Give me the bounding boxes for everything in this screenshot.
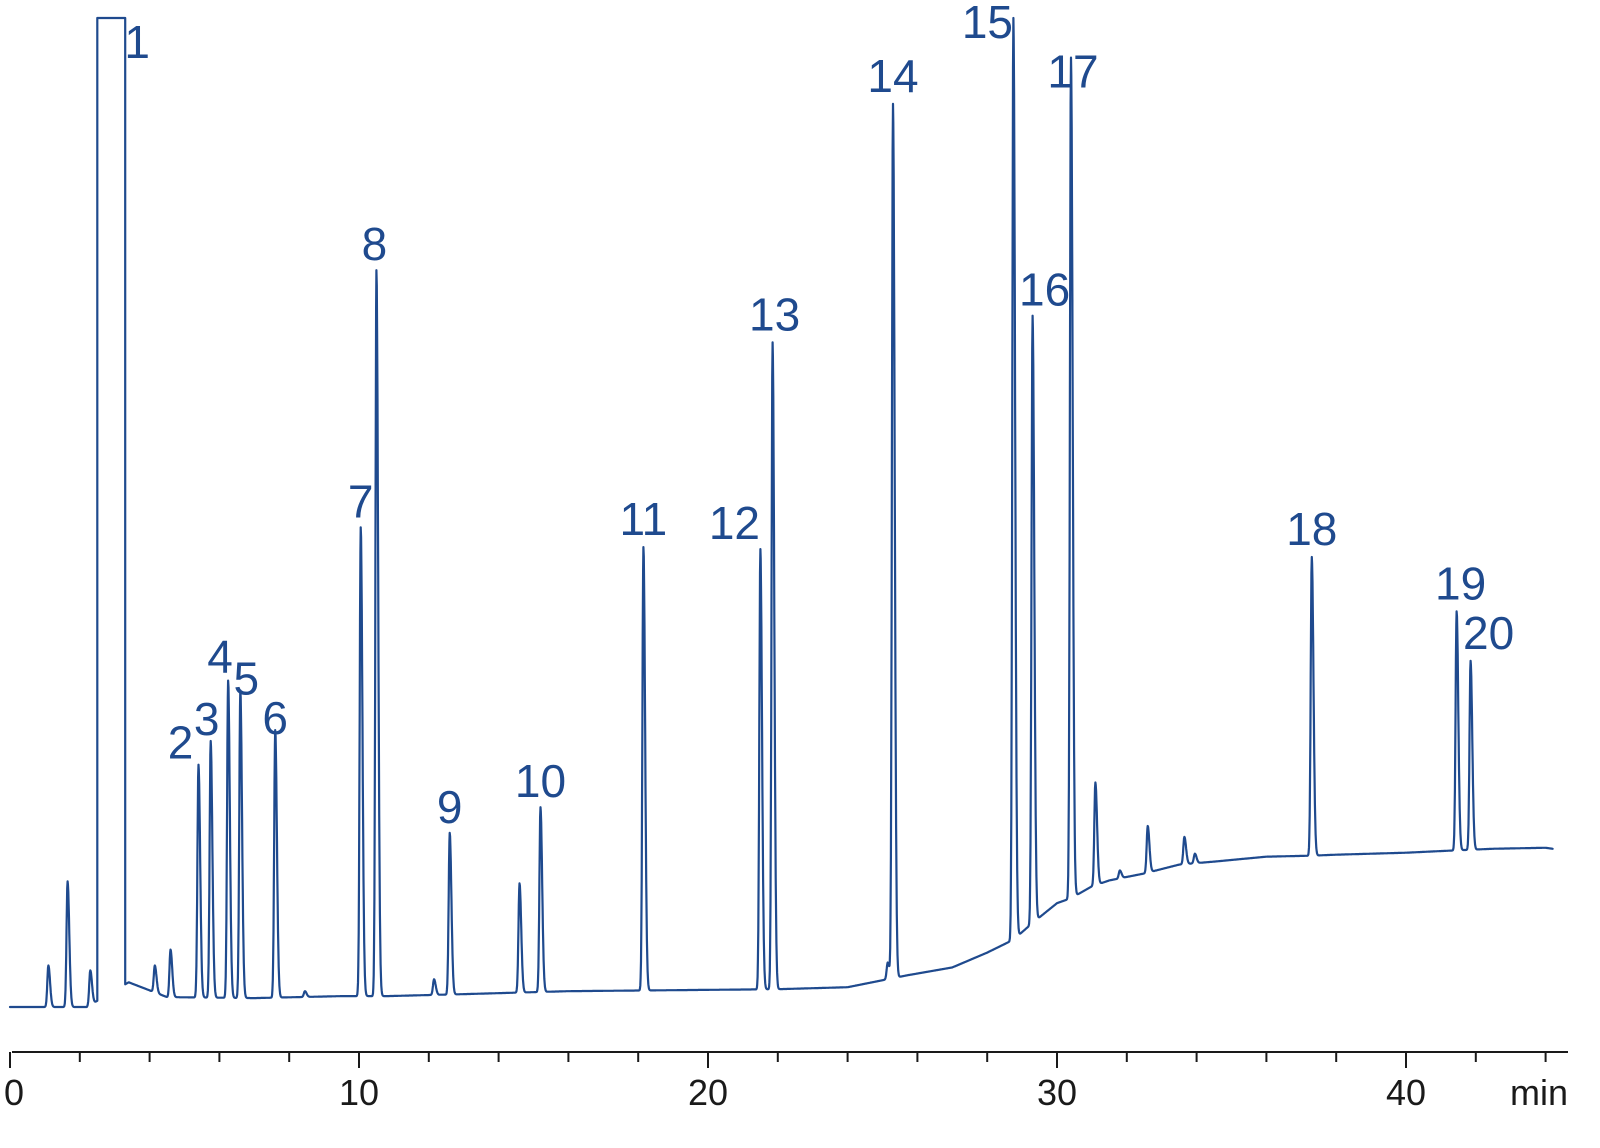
x-axis: 0 10 20 30 40 min: [4, 1051, 1568, 1113]
x-tick-label-0: 0: [4, 1072, 24, 1113]
peak-label-6: 6: [262, 692, 288, 744]
x-tick-label-20: 20: [688, 1072, 728, 1113]
peak-label-18: 18: [1286, 503, 1337, 555]
peak-label-4: 4: [207, 631, 233, 683]
peak-label-12: 12: [709, 497, 760, 549]
peak-label-8: 8: [362, 218, 388, 270]
peak-label-10: 10: [515, 755, 566, 807]
peak-label-1: 1: [124, 16, 150, 68]
peak-label-16: 16: [1019, 264, 1070, 316]
peak-label-2: 2: [168, 717, 194, 769]
x-tick-label-10: 10: [339, 1072, 379, 1113]
x-axis-ticks: 0 10 20 30 40: [4, 1052, 1547, 1113]
chromatogram-trace: [8, 16, 1554, 1009]
x-axis-unit-label: min: [1510, 1072, 1568, 1113]
x-tick-label-40: 40: [1386, 1072, 1426, 1113]
peak-label-17: 17: [1047, 46, 1098, 98]
x-tick-label-30: 30: [1037, 1072, 1077, 1113]
peak-label-19: 19: [1435, 557, 1486, 609]
peak-label-5: 5: [234, 653, 260, 705]
peak-label-14: 14: [867, 50, 918, 102]
peak-label-20: 20: [1463, 607, 1514, 659]
peak-label-15: 15: [962, 0, 1013, 48]
peak-label-13: 13: [749, 288, 800, 340]
peak-label-7: 7: [348, 475, 374, 527]
peak-label-11: 11: [620, 493, 668, 545]
peak-label-9: 9: [437, 781, 463, 833]
peak-label-3: 3: [194, 693, 220, 745]
